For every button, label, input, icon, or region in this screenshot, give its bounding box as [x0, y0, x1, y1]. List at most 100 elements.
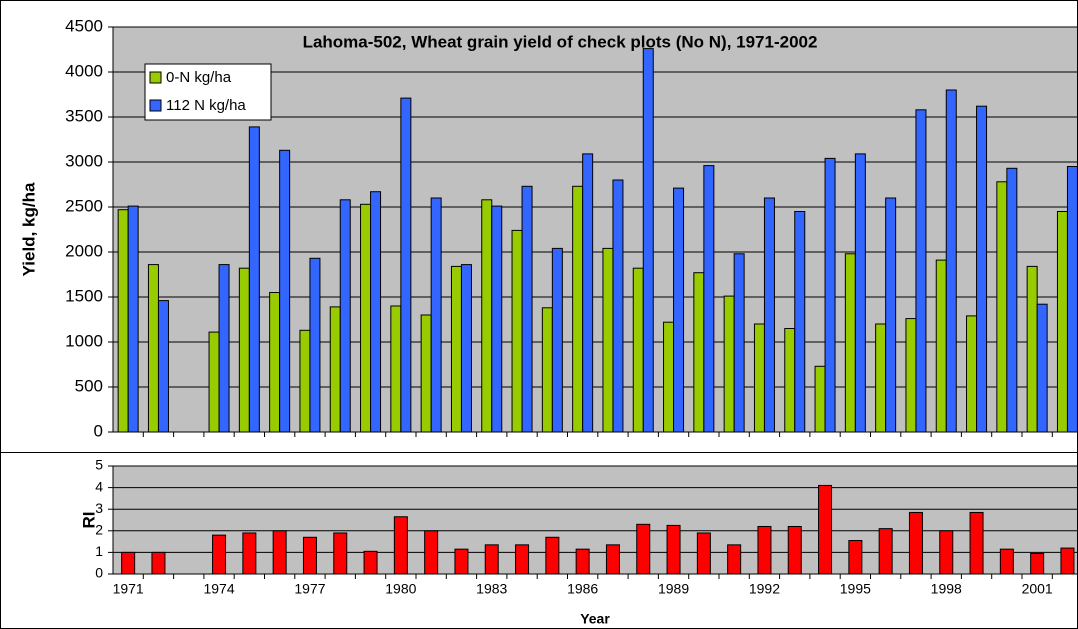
bar: [1066, 166, 1077, 433]
y-tick-label: 0: [95, 565, 103, 581]
bar: [393, 516, 408, 575]
bar: [663, 321, 675, 433]
bar: [976, 105, 988, 433]
bar: [784, 328, 796, 433]
bar: [1006, 167, 1018, 433]
bar: [999, 548, 1014, 575]
bar: [763, 197, 775, 433]
bar: [551, 247, 563, 433]
bar: [787, 525, 802, 575]
x-tick-label: 1992: [749, 581, 780, 597]
bar: [673, 187, 685, 433]
bar: [242, 532, 257, 575]
bar: [484, 544, 499, 575]
x-tick-label: 1986: [567, 581, 598, 597]
bar: [454, 548, 469, 575]
bar: [299, 329, 311, 433]
bar: [1056, 211, 1068, 433]
bar: [248, 126, 260, 433]
plot-area: [113, 466, 1077, 574]
bar: [329, 306, 341, 433]
bar: [824, 157, 836, 433]
y-tick-label: 500: [75, 376, 103, 395]
x-tick-label: 1977: [294, 581, 325, 597]
bar: [996, 181, 1008, 433]
y-tick-label: 4500: [65, 16, 103, 35]
bar: [333, 532, 348, 575]
y-tick-label: 2500: [65, 196, 103, 215]
bar: [117, 209, 129, 433]
bar: [696, 532, 711, 575]
bar: [582, 153, 594, 433]
bar: [969, 511, 984, 575]
bar: [575, 548, 590, 575]
bar: [935, 259, 947, 433]
legend-swatch: [149, 99, 162, 112]
bar: [424, 530, 439, 575]
bar: [400, 97, 412, 433]
bar: [515, 544, 530, 575]
chart-title: Lahoma-502, Wheat grain yield of check p…: [303, 32, 818, 51]
bar: [1036, 303, 1048, 433]
bar: [814, 365, 826, 433]
x-tick-label: 1998: [931, 581, 962, 597]
bar: [572, 185, 584, 433]
bar: [733, 253, 745, 433]
bar: [885, 197, 897, 433]
legend-swatch: [149, 71, 162, 84]
bar: [238, 267, 250, 433]
bar: [491, 205, 503, 433]
y-tick-label: 2000: [65, 241, 103, 260]
bar: [541, 307, 553, 433]
bar: [818, 484, 833, 575]
bar: [309, 257, 321, 433]
bar: [370, 191, 382, 433]
bar: [450, 265, 462, 433]
bar: [279, 149, 291, 433]
bar: [905, 318, 917, 433]
bar: [693, 272, 705, 433]
bar: [939, 530, 954, 575]
x-tick-label: 1971: [113, 581, 144, 597]
y-tick-label: 4: [95, 478, 103, 494]
x-tick-label: 1989: [658, 581, 689, 597]
bar: [339, 199, 351, 433]
bar: [757, 525, 772, 575]
bar: [1030, 552, 1045, 575]
bar: [545, 536, 560, 575]
x-tick-label: 1980: [385, 581, 416, 597]
bar: [966, 315, 978, 433]
bar: [605, 544, 620, 575]
y-tick-label: 4000: [65, 61, 103, 80]
bar: [1026, 265, 1038, 433]
bar: [127, 205, 139, 433]
bar: [875, 323, 887, 433]
y-tick-label: 1500: [65, 286, 103, 305]
y-axis-title: Yield, kg/ha: [19, 182, 38, 276]
bar: [360, 203, 372, 433]
y-tick-label: 1: [95, 543, 103, 559]
bar: [511, 229, 523, 433]
bar: [121, 551, 136, 575]
bar: [666, 524, 681, 575]
bar: [151, 551, 166, 575]
x-tick-label: 1974: [203, 581, 234, 597]
legend-box: [144, 63, 272, 121]
bar: [794, 211, 806, 433]
bar: [420, 314, 432, 433]
bar: [390, 305, 402, 433]
x-axis-title: Year: [580, 611, 610, 627]
bar: [878, 528, 893, 575]
bar: [521, 185, 533, 433]
bar: [208, 331, 220, 433]
y-tick-label: 3000: [65, 151, 103, 170]
bar: [915, 109, 927, 433]
bar: [363, 550, 378, 575]
bar: [854, 153, 866, 433]
bar: [147, 264, 159, 433]
x-tick-label: 1995: [840, 581, 871, 597]
bar: [642, 48, 654, 433]
bar: [632, 267, 644, 433]
y-tick-label: 2: [95, 522, 103, 538]
bar: [302, 536, 317, 575]
